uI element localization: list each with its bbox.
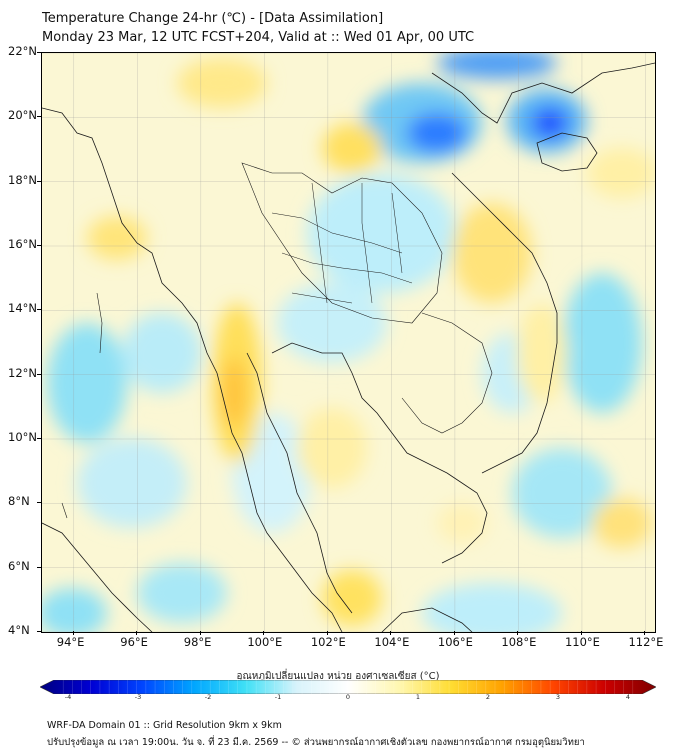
lon-tick (390, 631, 392, 635)
colorbar-tick-label: 4 (625, 693, 631, 701)
lat-tick-label: 8°N (8, 494, 30, 509)
lat-tick-label: 14°N (8, 301, 37, 316)
lat-tick-label: 6°N (8, 558, 30, 573)
colorbar-tick-label: -1 (274, 693, 282, 701)
colorbar-tick-label: 2 (485, 693, 491, 701)
lon-tick (136, 631, 138, 635)
footer-credit: ปรับปรุงข้อมูล ณ เวลา 19:00น. วัน จ. ที่… (47, 737, 585, 748)
lat-tick-label: 4°N (8, 623, 30, 637)
lon-tick (72, 631, 74, 635)
colorbar-tick-label: -2 (204, 693, 212, 701)
colorbar-tick-label: 3 (555, 693, 561, 701)
footer-model-info: WRF-DA Domain 01 :: Grid Resolution 9km … (47, 720, 282, 731)
lat-tick-label: 18°N (8, 172, 37, 187)
graticule (42, 53, 655, 632)
lon-tick-label: 94°E (56, 635, 85, 649)
lon-tick-label: 108°E (501, 635, 537, 649)
colorbar-tick-label: 1 (415, 693, 421, 701)
map-panel[interactable] (41, 52, 656, 633)
lat-tick (37, 52, 41, 53)
colorbar-tick-label: -4 (64, 693, 72, 701)
lon-tick-label: 110°E (564, 635, 600, 649)
temperature-field (42, 53, 655, 632)
colorbar-tick-label: 0 (345, 693, 351, 701)
lat-tick (37, 438, 41, 439)
lat-tick-label: 10°N (8, 430, 37, 444)
lon-tick-label: 102°E (310, 635, 346, 649)
lat-tick (37, 502, 41, 504)
map-title: Temperature Change 24-hr (℃) - [Data Ass… (42, 11, 384, 26)
colorbar (40, 680, 656, 694)
map-subtitle: Monday 23 Mar, 12 UTC FCST+204, Valid at… (42, 30, 475, 45)
lon-tick (199, 631, 201, 635)
lat-tick-label: 20°N (8, 108, 37, 123)
lat-tick (37, 116, 41, 118)
lon-tick-label: 112°E (628, 635, 664, 649)
lon-tick-label: 98°E (183, 635, 212, 649)
lon-tick-label: 104°E (374, 635, 410, 649)
colorbar-tick-label: -3 (134, 693, 142, 701)
colorbar-title: อุณหภูมิเปลี่ยนแปลง หน่วย องศาเซลเซียส (… (236, 671, 440, 682)
lat-tick-label: 12°N (8, 365, 37, 380)
lon-tick-label: 100°E (247, 635, 283, 649)
lon-tick (517, 631, 519, 635)
lon-tick-label: 96°E (120, 635, 148, 649)
lat-tick (37, 566, 41, 568)
lat-tick-label: 16°N (8, 237, 37, 251)
lon-tick (326, 631, 328, 635)
lat-tick (37, 309, 41, 311)
lat-tick (37, 631, 41, 632)
lat-tick (37, 180, 41, 182)
lon-tick (644, 631, 646, 635)
lat-tick-label: 22°N (8, 44, 37, 58)
lon-tick (580, 631, 582, 635)
lon-tick-label: 106°E (437, 635, 473, 649)
lat-tick (37, 245, 41, 246)
country-borders (42, 62, 655, 632)
lat-tick (37, 373, 41, 375)
anomaly-layer (42, 53, 655, 632)
lon-tick (263, 631, 265, 635)
lon-tick (453, 631, 455, 635)
